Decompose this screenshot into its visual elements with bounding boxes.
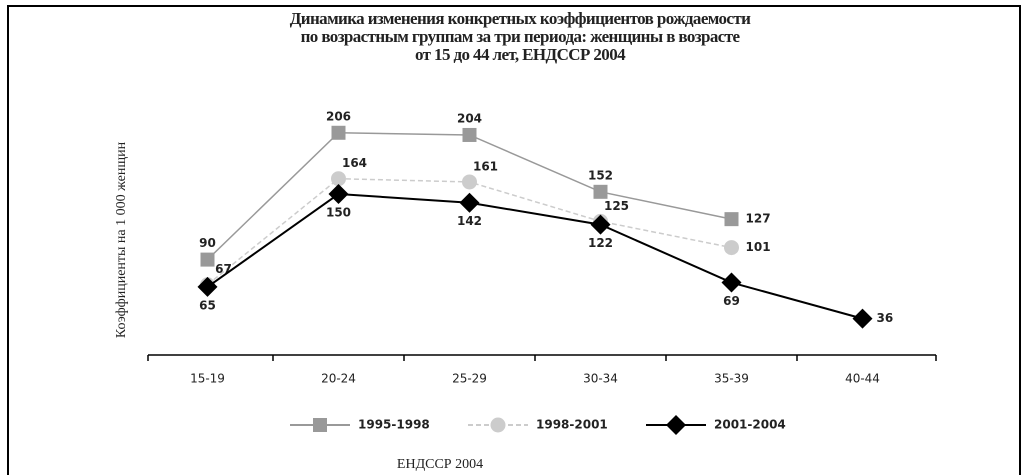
data-label: 206	[326, 109, 351, 123]
x-tick-label: 30-34	[583, 372, 618, 386]
series-line	[206, 192, 863, 320]
chart-title: Динамика изменения конкретных коэффициен…	[290, 9, 751, 28]
marker	[852, 308, 873, 329]
data-label: 142	[457, 214, 482, 228]
marker	[200, 252, 215, 267]
x-tick-label: 25-29	[452, 372, 487, 386]
legend-marker	[490, 417, 506, 433]
chart-title: от 15 до 44 лет, ЕНДССР 2004	[415, 45, 626, 64]
marker	[459, 192, 480, 213]
legend-marker	[313, 418, 327, 432]
frame	[7, 5, 1021, 475]
marker	[593, 184, 608, 199]
marker	[197, 276, 218, 297]
data-label: 101	[746, 240, 771, 254]
source: ЕНДССР 2004	[397, 457, 483, 472]
data-label: 122	[588, 236, 613, 250]
marker	[590, 214, 611, 235]
marker	[328, 184, 349, 204]
x-tick-label: 35-39	[714, 372, 749, 386]
marker	[721, 272, 742, 293]
x-tick-label: 15-19	[190, 372, 225, 386]
data-label: 67	[215, 262, 232, 276]
data-label: 65	[199, 298, 216, 312]
legend-marker	[666, 415, 686, 435]
marker	[724, 212, 739, 227]
marker	[462, 127, 477, 142]
data-label: 204	[457, 111, 482, 125]
marker	[331, 125, 346, 140]
legend-label: 1998-2001	[536, 418, 608, 432]
data-label: 150	[326, 206, 351, 220]
legend-label: 1995-1998	[358, 418, 430, 432]
data-label: 152	[588, 168, 613, 182]
legend-label: 2001-2004	[714, 418, 786, 432]
marker	[331, 171, 346, 187]
data-label: 164	[342, 156, 367, 170]
chart-title: по возрастным группам за три периода: же…	[301, 27, 741, 46]
data-label: 161	[473, 159, 498, 173]
data-label: 127	[746, 212, 771, 226]
marker	[724, 240, 739, 256]
data-label: 90	[199, 236, 216, 250]
data-label: 36	[877, 311, 894, 325]
x-tick-label: 20-24	[321, 372, 356, 386]
x-tick-label: 40-44	[845, 372, 880, 386]
data-label: 69	[723, 294, 740, 308]
marker	[462, 174, 477, 190]
y-axis-label: Коэффициенты на 1 000 женщин	[114, 141, 129, 338]
data-label: 125	[604, 199, 629, 213]
